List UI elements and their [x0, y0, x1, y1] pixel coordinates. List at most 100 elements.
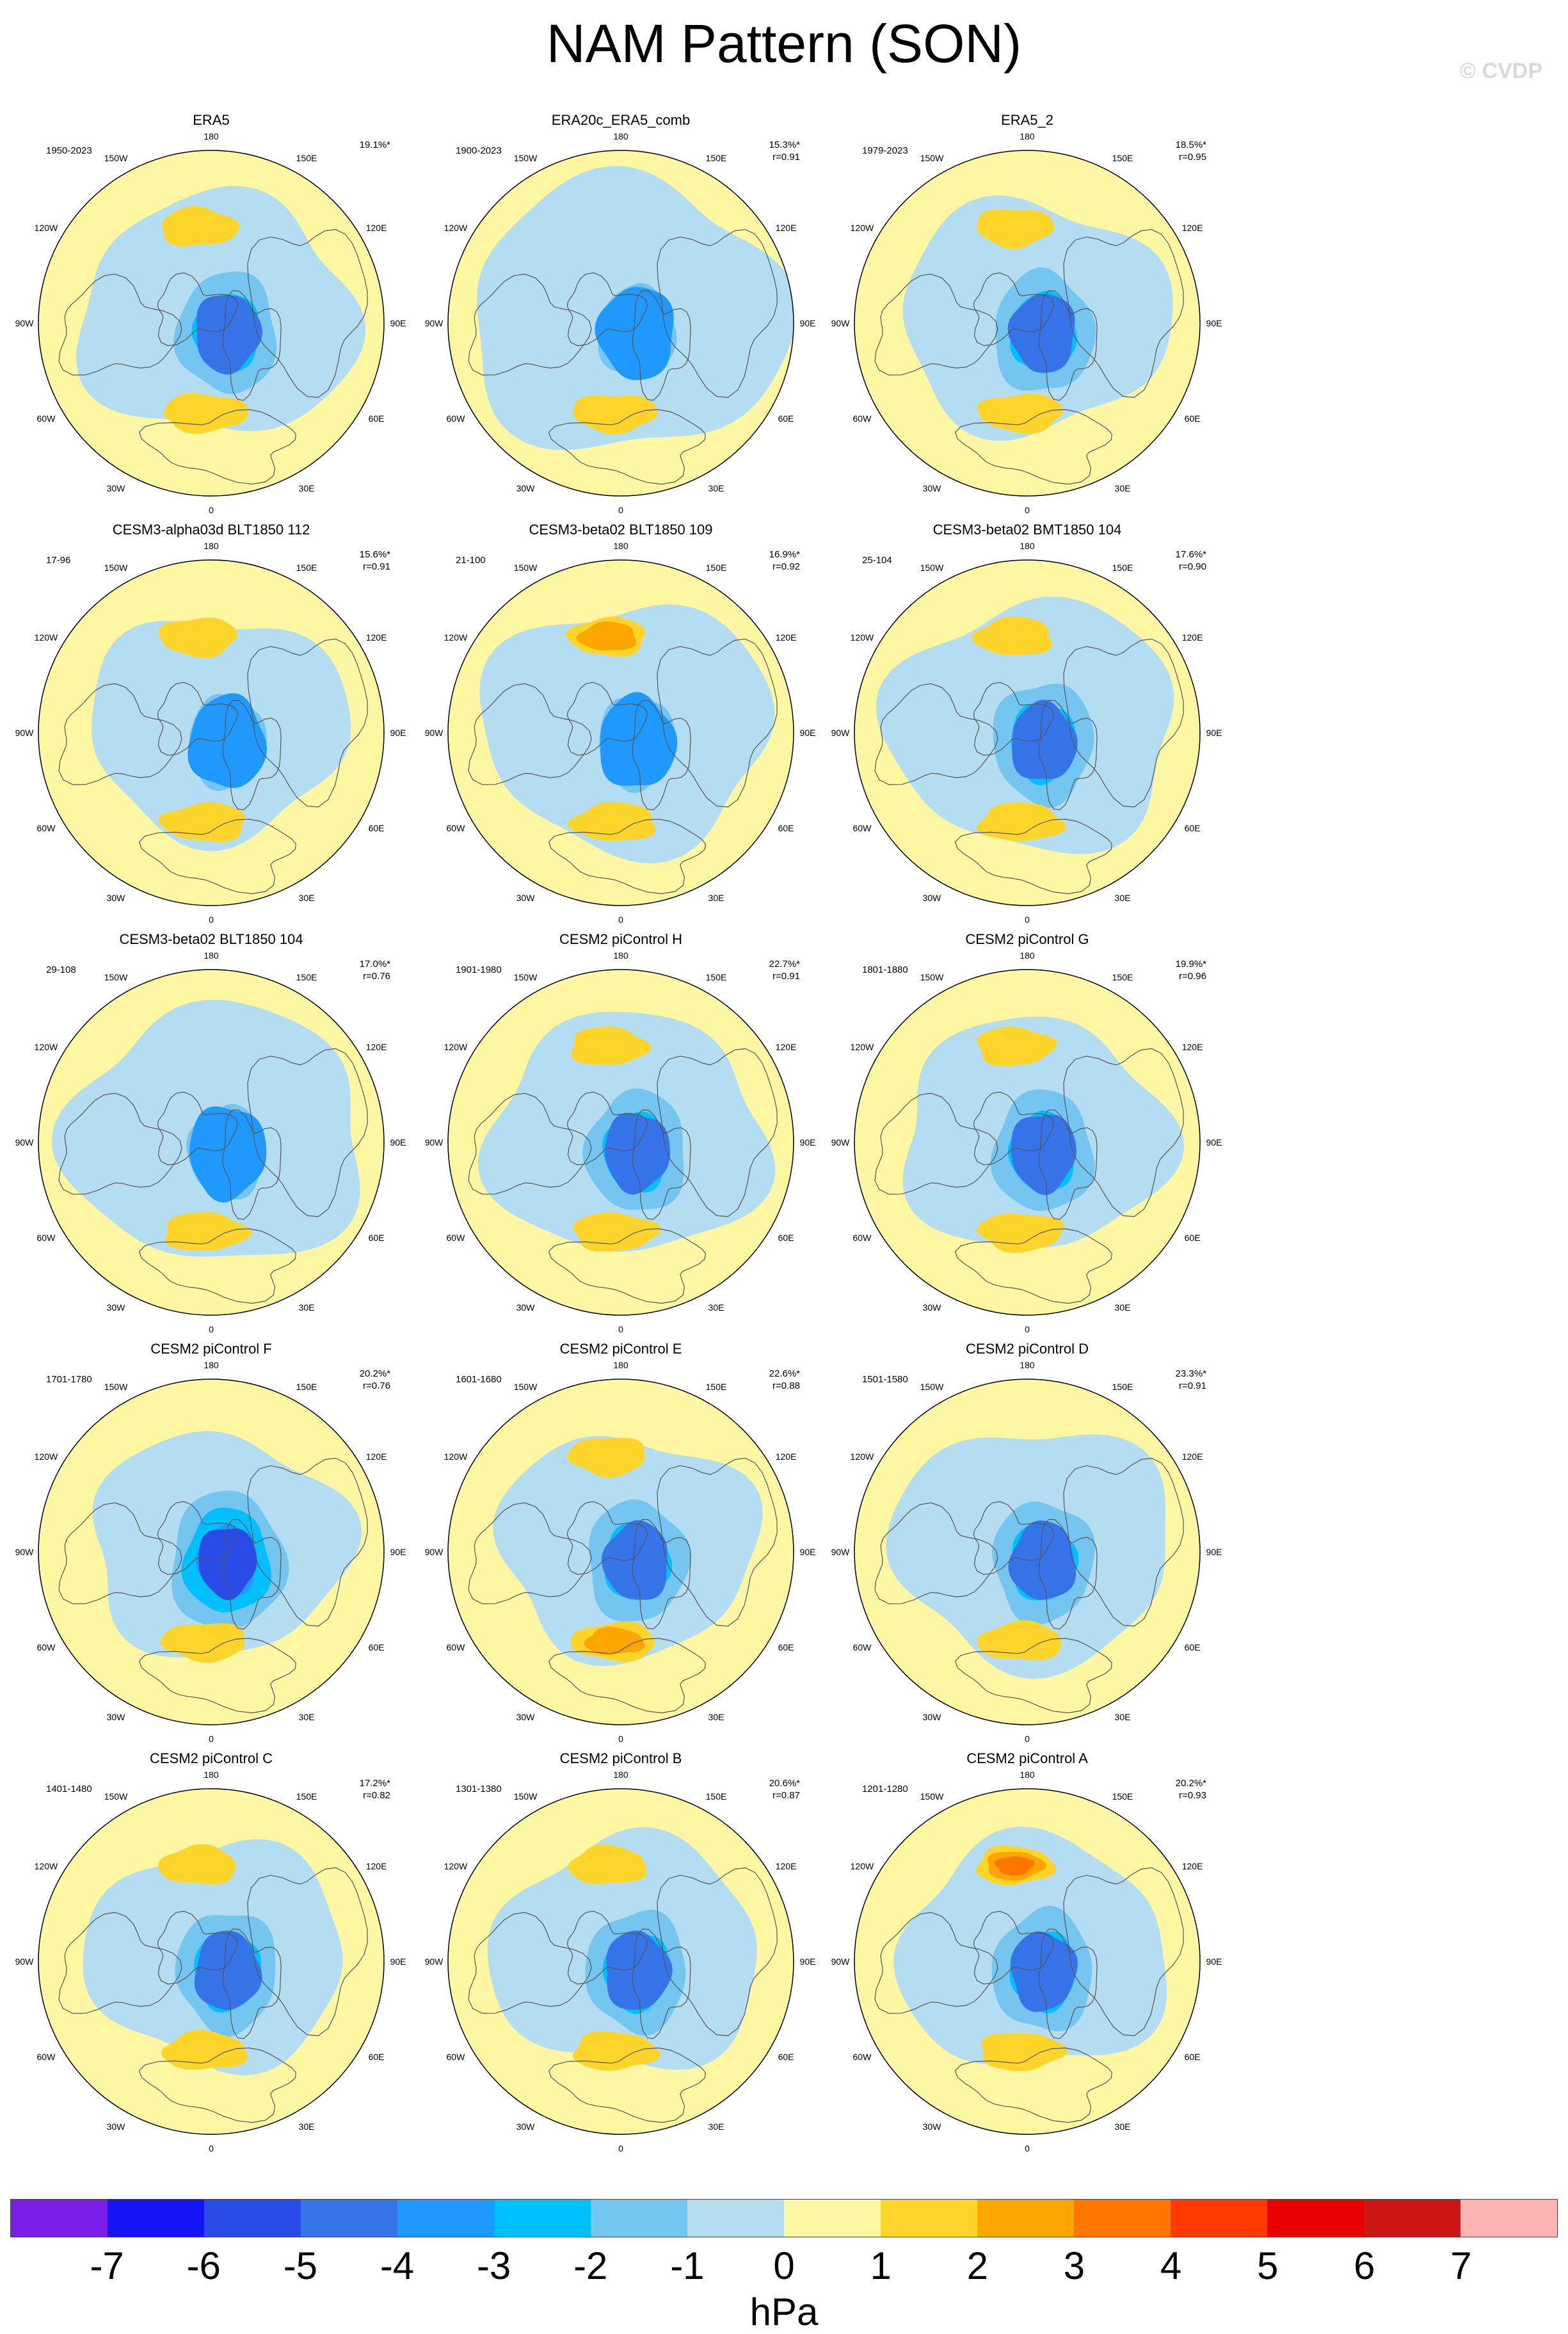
longitude-label: 30W — [516, 1302, 535, 1313]
coastlines — [58, 228, 368, 485]
map-panel: CESM2 piControl A 1201-1280 20.2%* r=0.93 18… — [831, 1750, 1340, 2166]
longitude-label: 120W — [34, 632, 58, 643]
atlantic-high-contour — [164, 1211, 252, 1251]
coastline — [1038, 1928, 1098, 2040]
low-contour — [600, 692, 678, 786]
coastline — [632, 1928, 691, 2040]
longitude-label: 30E — [1114, 2122, 1131, 2132]
longitude-label: 60W — [446, 413, 465, 424]
panel-period: 21-100 — [456, 555, 486, 566]
coastline — [874, 1912, 998, 2014]
coastlines — [874, 1867, 1184, 2123]
pattern-correlation: r=0.91 — [772, 152, 800, 163]
longitude-label: 120E — [1181, 1861, 1203, 1871]
longitude-label: 30E — [708, 1712, 724, 1723]
colorbar-segment — [1267, 2200, 1364, 2237]
longitude-label: 0 — [209, 915, 214, 925]
pattern-correlation: r=0.91 — [772, 971, 800, 982]
panel-title: ERA5 — [193, 112, 230, 128]
longitude-label: 120E — [775, 1451, 797, 1462]
longitude-label: 30W — [106, 483, 125, 494]
longitude-label: 30W — [516, 1712, 535, 1723]
panel-period: 17-96 — [46, 555, 71, 566]
atlantic-high-contour — [976, 803, 1066, 842]
polar-map — [854, 1788, 1201, 2135]
panel-title: CESM2 piControl H — [559, 931, 682, 947]
longitude-label: 180 — [1020, 1770, 1035, 1780]
coastlines — [874, 1457, 1184, 1714]
colorbar-segment — [301, 2200, 397, 2237]
longitude-label: 150E — [705, 1381, 727, 1392]
coastline — [222, 290, 282, 401]
longitude-label: 0 — [1025, 1734, 1030, 1744]
longitude-label: 90E — [799, 1547, 816, 1557]
longitude-label: 90W — [424, 318, 444, 328]
colorbar-label: -4 — [380, 2244, 415, 2287]
coastline — [468, 1092, 592, 1195]
panel-stats: 15.6%* r=0.91 — [360, 548, 390, 573]
longitude-label: 180 — [204, 1360, 219, 1370]
longitude-label: 150W — [104, 971, 128, 982]
longitude-label: 30W — [106, 2122, 125, 2132]
longitude-label: 180 — [204, 950, 219, 961]
panel-stats: 17.6%* r=0.90 — [1176, 548, 1206, 573]
pacific-high-contour — [161, 205, 240, 246]
longitude-label: 180 — [613, 950, 628, 961]
atlantic-high-contour — [573, 1212, 661, 1252]
explained-variance: 18.5%* — [1175, 140, 1206, 150]
low-contour — [601, 1520, 668, 1600]
coastline — [1063, 1457, 1184, 1627]
coastline — [548, 1228, 706, 1304]
panel-title: CESM3-beta02 BMT1850 104 — [932, 522, 1122, 538]
longitude-label: 180 — [1020, 131, 1035, 141]
panel-period: 29-108 — [46, 964, 76, 975]
map-panel: ERA5_2 1979-2023 18.5%* r=0.95 180 150E 120E 90… — [831, 112, 1340, 528]
longitude-label: 90W — [831, 1956, 850, 1967]
longitude-label: 120E — [775, 632, 797, 643]
panel-period: 1701-1780 — [46, 1374, 92, 1385]
longitude-label: 150E — [1112, 1381, 1133, 1392]
pattern-correlation: r=0.90 — [1179, 561, 1206, 572]
map-border — [38, 150, 385, 497]
coastline — [874, 273, 998, 376]
panel-title: CESM3-beta02 BLT1850 104 — [119, 931, 303, 947]
colorbar-label: 7 — [1450, 2244, 1472, 2287]
panel-stats: 16.9%* r=0.92 — [769, 548, 800, 573]
colorbar-segment — [1074, 2200, 1171, 2237]
panel-stats: 19.1%* — [360, 139, 390, 151]
longitude-label: 90E — [799, 318, 816, 328]
colorbar-label: -2 — [573, 2244, 608, 2287]
coastline — [1038, 290, 1098, 401]
explained-variance: 20.2%* — [1175, 1778, 1206, 1789]
polar-map — [447, 150, 794, 497]
colorbar-label: -1 — [670, 2244, 705, 2287]
longitude-label: 90W — [15, 318, 34, 328]
coastline — [632, 699, 691, 811]
longitude-label: 90W — [424, 1547, 444, 1557]
longitude-label: 180 — [204, 541, 219, 551]
longitude-label: 150E — [296, 971, 317, 982]
colorbar-label: 3 — [1063, 2244, 1085, 2287]
explained-variance: 19.1%* — [359, 140, 390, 150]
low-contour — [198, 1528, 257, 1601]
longitude-label: 60E — [778, 1233, 794, 1243]
longitude-label: 30E — [708, 483, 724, 494]
coastlines — [468, 638, 778, 895]
map-border — [854, 1788, 1201, 2135]
longitude-label: 150E — [1112, 971, 1133, 982]
longitude-label: 60E — [368, 2052, 385, 2062]
map-panel: CESM2 piControl B 1301-1380 20.6%* r=0.87 18… — [425, 1750, 933, 2166]
longitude-label: 150W — [104, 1791, 128, 1802]
coastline — [247, 1457, 368, 1627]
coastline — [548, 1638, 706, 1714]
longitude-label: 0 — [1025, 1324, 1030, 1334]
low-contour — [196, 295, 262, 375]
pacific-high-contour — [158, 1844, 236, 1885]
coastline — [138, 1228, 296, 1304]
colorbar-segment — [397, 2200, 494, 2237]
longitude-label: 90E — [390, 728, 406, 738]
longitude-label: 150W — [513, 152, 538, 163]
explained-variance: 19.9%* — [1175, 959, 1206, 970]
panel-title: ERA5_2 — [1001, 112, 1053, 128]
coastline — [548, 819, 706, 895]
